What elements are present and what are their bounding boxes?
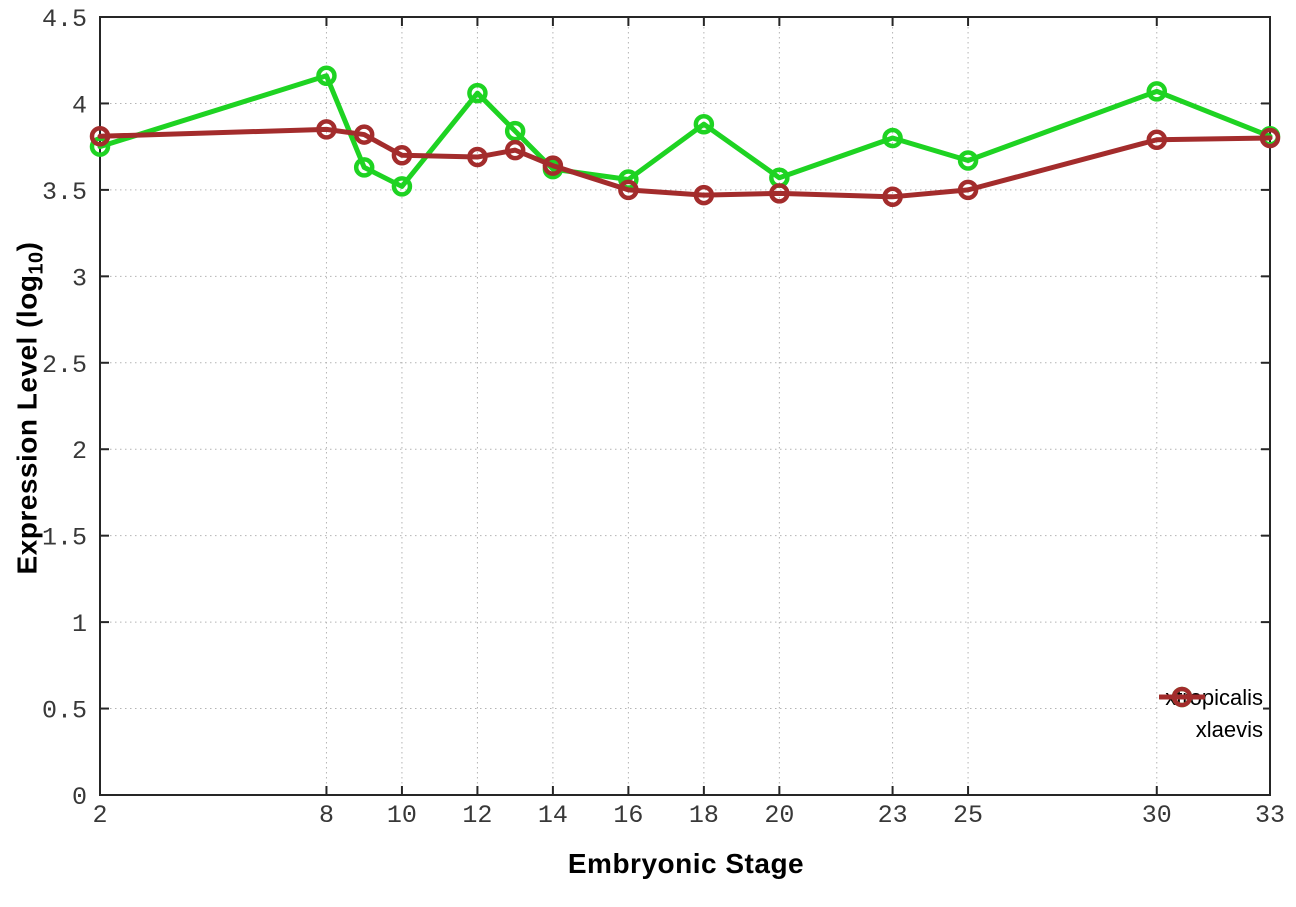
y-tick-label: 1.5: [42, 524, 87, 553]
data-point-xlaevis: [504, 139, 526, 161]
y-tick-label: 4.5: [42, 5, 87, 34]
grid-lines: [99, 16, 1271, 796]
y-tick-labels: 0 0.5 1 1.5 2 2.5 3 3.5 4 4.5: [42, 5, 87, 812]
x-tick-label: 20: [764, 801, 794, 830]
y-tick-label: 3: [72, 264, 87, 293]
data-point-xlaevis: [89, 126, 111, 147]
x-tick-label: 10: [387, 801, 417, 830]
x-tick-labels: 2 8 10 12 14 16 18 20 23 25 30 33: [92, 801, 1285, 830]
x-tick-label: 30: [1142, 801, 1172, 830]
x-tick-label: 25: [953, 801, 983, 830]
data-point-xtropicalis: [391, 176, 413, 197]
legend: xtropicalis xlaevis: [1159, 682, 1263, 746]
data-point-xlaevis: [542, 155, 564, 176]
y-tick-label: 1: [72, 610, 87, 639]
plot-border: [99, 16, 1271, 796]
y-axis-title-close: ): [11, 241, 43, 252]
x-tick-label: 18: [689, 801, 719, 830]
data-point-xlaevis: [957, 179, 979, 201]
data-point-xtropicalis: [693, 113, 715, 135]
y-tick-label: 3.5: [42, 178, 87, 207]
series-markers-xlaevis: [89, 119, 1281, 208]
data-point-xlaevis: [882, 186, 903, 208]
legend-label-xlaevis: xlaevis: [1195, 717, 1263, 742]
data-point-xlaevis: [769, 183, 790, 204]
data-point-xlaevis: [1259, 127, 1281, 149]
y-axis-title: Expression Level (log10): [12, 242, 49, 575]
data-point-xtropicalis: [1146, 81, 1168, 102]
x-tick-label: 23: [878, 801, 908, 830]
x-axis-title: Embryonic Stage: [567, 848, 805, 879]
data-point-xlaevis: [467, 146, 488, 168]
data-point-xlaevis: [316, 119, 337, 140]
y-tick-label: 0: [72, 783, 87, 812]
line-circle-marker-icon: [1159, 686, 1206, 708]
data-point-xlaevis: [693, 184, 715, 206]
y-tick-label: 2.5: [42, 351, 87, 380]
data-point-xtropicalis: [316, 65, 337, 87]
x-tick-label: 2: [92, 801, 107, 830]
y-axis-title-subscript: 10: [25, 251, 48, 275]
y-tick-label: 4: [72, 91, 87, 120]
y-axis-title-text: Expression Level (log: [11, 274, 43, 575]
x-tick-label: 8: [319, 801, 334, 830]
x-tick-label: 14: [538, 801, 568, 830]
data-point-xlaevis: [353, 124, 375, 145]
data-point-xlaevis: [1146, 129, 1168, 151]
data-point-xtropicalis: [353, 157, 375, 178]
data-point-xlaevis: [391, 145, 413, 166]
y-tick-label: 2: [72, 437, 87, 466]
data-point-xtropicalis: [882, 127, 903, 149]
data-point-xtropicalis: [957, 150, 979, 171]
data-point-xtropicalis: [467, 82, 488, 104]
x-tick-label: 16: [613, 801, 643, 830]
axis-ticks: [99, 16, 1271, 796]
x-tick-label: 33: [1255, 801, 1285, 830]
x-tick-label: 12: [462, 801, 492, 830]
legend-entry-xlaevis: xlaevis: [1159, 686, 1263, 746]
y-tick-label: 0.5: [42, 697, 87, 726]
data-point-xtropicalis: [504, 120, 526, 142]
data-point-xlaevis: [618, 179, 639, 201]
